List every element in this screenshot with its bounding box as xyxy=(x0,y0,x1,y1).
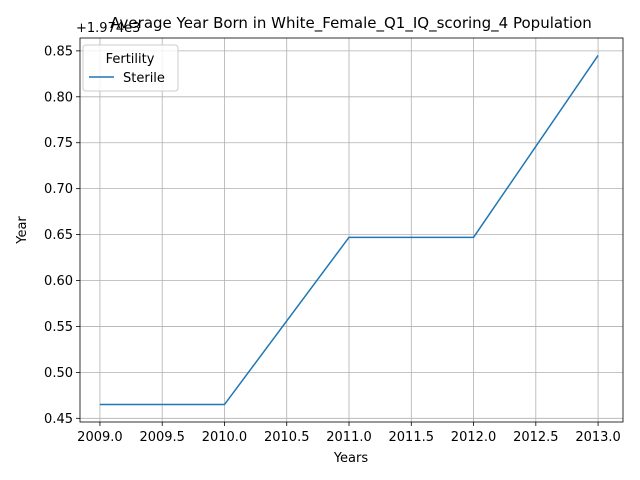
y-tick-label: 0.45 xyxy=(44,412,73,427)
lines xyxy=(99,55,599,406)
y-tick-label: 0.60 xyxy=(44,274,73,289)
offset-label: +1.974e3 xyxy=(76,21,140,36)
axes-frame xyxy=(79,37,624,423)
legend: Fertility Sterile xyxy=(82,44,179,92)
x-tick-label: 2012.0 xyxy=(451,430,497,445)
y-tick-label: 0.85 xyxy=(44,44,73,59)
legend-box xyxy=(82,44,179,92)
y-tick-label: 0.80 xyxy=(44,90,73,105)
chart-title: Average Year Born in White_Female_Q1_IQ_… xyxy=(110,14,592,33)
y-tick-label: 0.75 xyxy=(44,136,73,151)
x-tick-label: 2011.0 xyxy=(326,430,372,445)
legend-label: Sterile xyxy=(123,71,165,86)
y-tick-label: 0.65 xyxy=(44,228,73,243)
x-tick-label: 2013.0 xyxy=(575,430,621,445)
x-tick-label: 2010.0 xyxy=(202,430,248,445)
x-tick-label: 2009.0 xyxy=(77,430,123,445)
x-tick-label: 2009.5 xyxy=(139,430,185,445)
y-tick-label: 0.55 xyxy=(44,320,73,335)
y-tick-label: 0.70 xyxy=(44,182,73,197)
legend-title: Fertility xyxy=(106,52,155,67)
x-tick-label: 2010.5 xyxy=(264,430,310,445)
ticks: 2009.0 2009.5 2010.0 2010.5 2011.0 2011.5 2012… xyxy=(44,44,621,445)
x-tick-label: 2012.5 xyxy=(513,430,559,445)
grid xyxy=(80,38,623,422)
x-tick-label: 2011.5 xyxy=(389,430,435,445)
x-axis-label: Years xyxy=(333,451,369,466)
y-axis-label: Year xyxy=(15,216,30,245)
series-line xyxy=(99,55,599,406)
y-tick-label: 0.50 xyxy=(44,366,73,381)
